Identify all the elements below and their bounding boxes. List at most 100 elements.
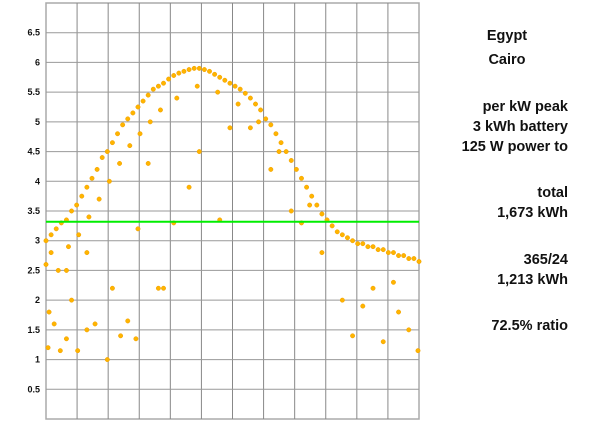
- data-point: [171, 73, 177, 78]
- data-point: [109, 140, 115, 146]
- data-point: [135, 104, 141, 110]
- data-point: [94, 166, 100, 172]
- data-point: [355, 241, 361, 247]
- data-point: [155, 83, 161, 89]
- data-point: [268, 166, 274, 172]
- data-point: [181, 68, 187, 74]
- data-point: [309, 193, 315, 199]
- data-point: [406, 327, 412, 333]
- data-point: [46, 309, 52, 315]
- data-point: [207, 68, 212, 74]
- data-point: [329, 223, 335, 229]
- data-point: [135, 226, 141, 232]
- data-point: [242, 90, 248, 96]
- data-point: [53, 226, 59, 232]
- data-point: [304, 184, 310, 190]
- data-point: [104, 149, 110, 155]
- data-point: [76, 232, 82, 238]
- data-point: [247, 95, 253, 101]
- data-point: [415, 348, 421, 354]
- power-label: 125 W power to: [461, 139, 568, 155]
- data-point: [55, 267, 61, 273]
- data-point: [391, 250, 396, 256]
- data-point: [217, 74, 223, 80]
- data-point: [319, 211, 325, 217]
- data-point: [92, 321, 98, 327]
- data-point: [232, 83, 238, 89]
- y-tick-label: 1.5: [27, 325, 40, 335]
- data-point: [370, 285, 376, 291]
- data-point: [140, 98, 146, 104]
- data-point: [401, 253, 407, 259]
- data-point: [307, 202, 313, 208]
- data-point: [125, 318, 131, 324]
- y-tick-label: 1: [35, 355, 40, 365]
- data-point: [360, 303, 366, 309]
- data-point: [48, 250, 54, 256]
- data-point: [314, 202, 320, 208]
- data-point: [194, 83, 200, 89]
- data-point: [196, 65, 202, 71]
- data-point: [63, 267, 69, 273]
- data-point: [79, 193, 85, 199]
- data-point: [84, 184, 90, 190]
- data-point: [237, 86, 243, 92]
- data-point: [117, 161, 123, 166]
- data-point: [212, 71, 218, 77]
- city-label: Cairo: [488, 52, 526, 68]
- data-point: [288, 158, 294, 163]
- data-point: [391, 279, 396, 285]
- data-point: [84, 327, 90, 333]
- data-point: [127, 143, 133, 149]
- data-point: [51, 321, 57, 327]
- data-point: [319, 250, 325, 256]
- data-point: [43, 238, 49, 244]
- data-point: [158, 107, 163, 113]
- data-point: [278, 140, 284, 146]
- data-point: [115, 131, 120, 137]
- data-point: [84, 250, 90, 256]
- y-tick-label: 5: [35, 117, 40, 127]
- total-label: total: [537, 185, 568, 201]
- avg-label: 365/24: [523, 252, 568, 268]
- data-point: [45, 345, 51, 351]
- y-tick-label: 3.5: [27, 206, 40, 216]
- y-tick-label: 5.5: [27, 87, 40, 97]
- data-point: [191, 65, 197, 71]
- data-point: [350, 333, 356, 339]
- data-point: [365, 244, 371, 250]
- data-point: [96, 196, 102, 202]
- data-point: [235, 101, 241, 107]
- data-point: [406, 256, 412, 261]
- data-point: [416, 259, 422, 264]
- y-tick-label: 6: [35, 57, 40, 67]
- data-point: [86, 214, 92, 220]
- data-point: [396, 309, 402, 315]
- country-label: Egypt: [486, 28, 528, 44]
- data-point: [263, 116, 269, 122]
- y-tick-label: 4: [35, 176, 40, 186]
- data-point: [283, 149, 289, 155]
- data-point: [222, 77, 228, 83]
- data-point: [215, 89, 221, 95]
- data-point: [293, 166, 299, 172]
- data-point: [137, 131, 143, 137]
- data-point: [396, 253, 402, 259]
- data-point: [176, 70, 182, 76]
- data-point: [186, 67, 192, 73]
- data-point: [43, 262, 49, 267]
- data-point: [147, 119, 153, 125]
- data-point: [63, 336, 69, 342]
- data-point: [120, 122, 126, 128]
- data-point: [69, 208, 74, 214]
- data-point: [166, 76, 172, 82]
- data-point: [288, 208, 294, 214]
- data-point: [99, 155, 105, 160]
- data-point: [69, 297, 74, 303]
- data-point: [411, 256, 417, 261]
- data-point: [276, 149, 282, 155]
- y-tick-label: 4.5: [27, 147, 40, 157]
- data-point: [161, 80, 166, 86]
- data-point: [299, 175, 304, 181]
